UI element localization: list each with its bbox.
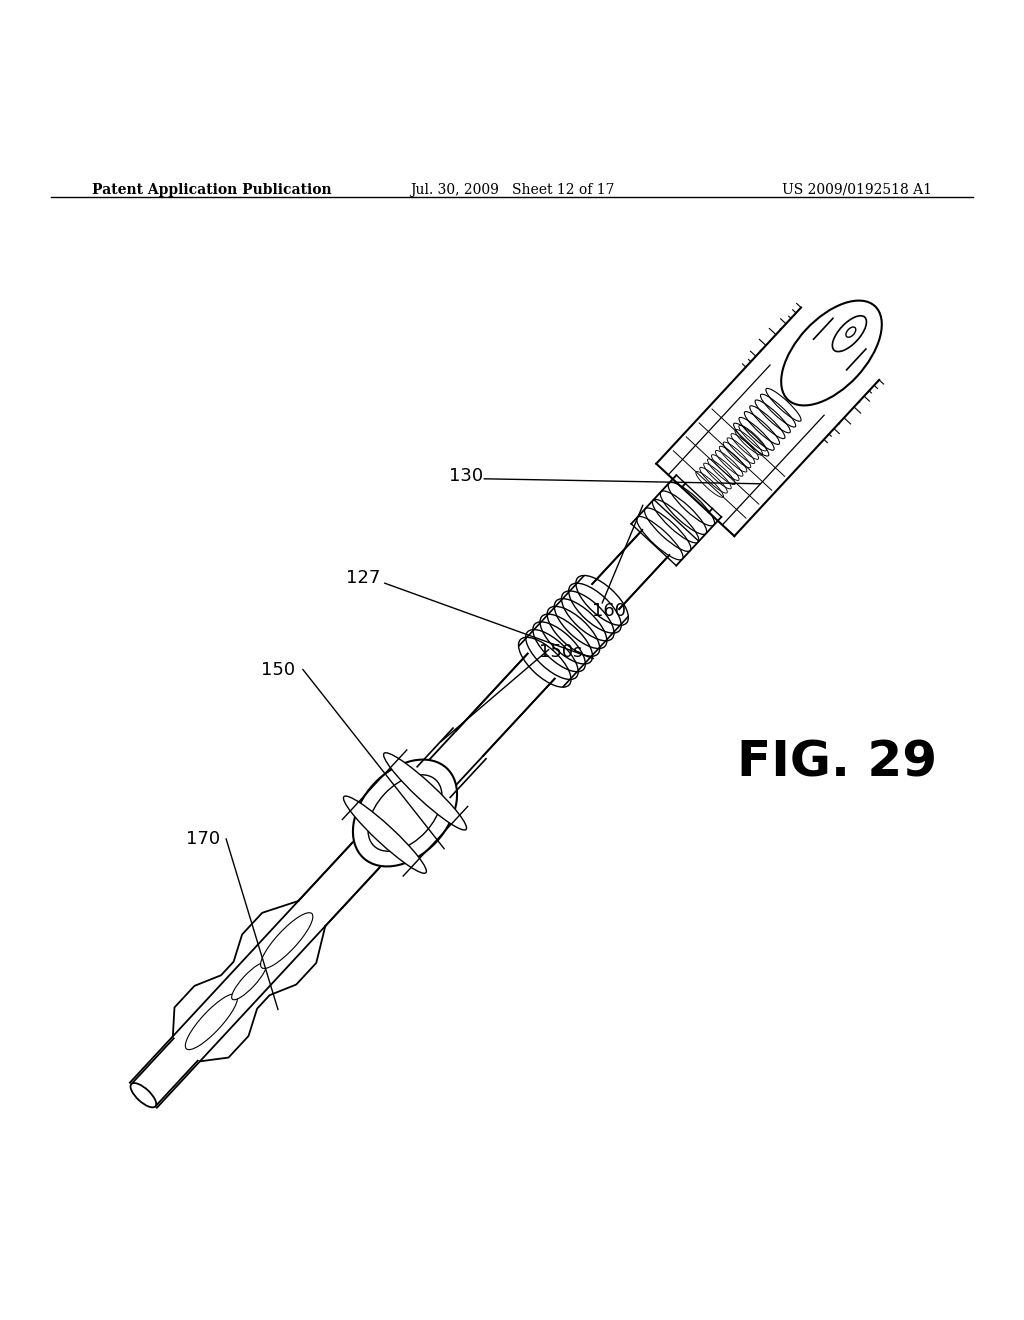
Ellipse shape: [231, 962, 266, 999]
Ellipse shape: [130, 1082, 157, 1107]
Ellipse shape: [781, 301, 882, 405]
Polygon shape: [656, 308, 880, 536]
Ellipse shape: [846, 327, 856, 337]
Text: 130: 130: [449, 467, 483, 484]
Text: 150s: 150s: [540, 643, 583, 661]
Ellipse shape: [384, 752, 467, 830]
Text: Jul. 30, 2009   Sheet 12 of 17: Jul. 30, 2009 Sheet 12 of 17: [410, 182, 614, 197]
Ellipse shape: [353, 759, 457, 866]
Ellipse shape: [260, 912, 313, 969]
Text: 160: 160: [592, 602, 627, 620]
Text: 150: 150: [261, 661, 296, 680]
Ellipse shape: [343, 796, 426, 874]
Text: FIG. 29: FIG. 29: [737, 738, 937, 787]
Text: Patent Application Publication: Patent Application Publication: [92, 182, 332, 197]
Text: US 2009/0192518 A1: US 2009/0192518 A1: [782, 182, 932, 197]
Ellipse shape: [185, 994, 238, 1049]
Text: 170: 170: [185, 830, 220, 849]
Polygon shape: [128, 486, 711, 1110]
Polygon shape: [173, 902, 326, 1061]
Text: 127: 127: [346, 569, 381, 587]
Ellipse shape: [833, 315, 866, 351]
Ellipse shape: [368, 775, 442, 851]
